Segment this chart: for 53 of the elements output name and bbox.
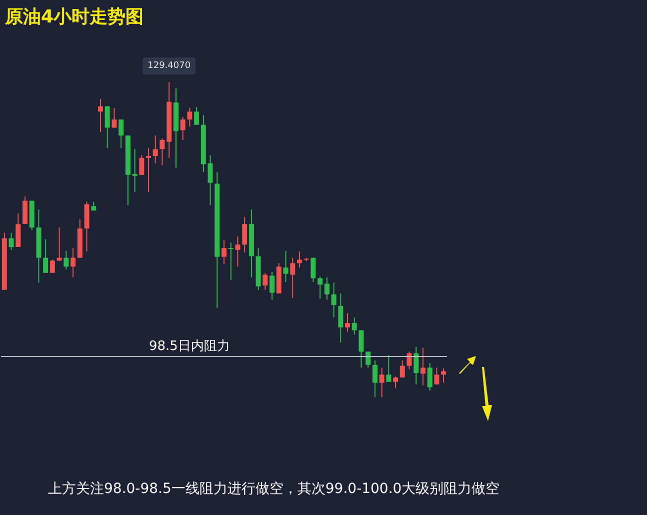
candlestick bbox=[235, 236, 240, 268]
candlestick bbox=[70, 248, 76, 278]
candlestick bbox=[16, 212, 21, 248]
candlestick bbox=[358, 330, 364, 368]
candlestick bbox=[8, 232, 14, 250]
candlestick bbox=[160, 138, 165, 166]
candlestick bbox=[283, 250, 288, 283]
candlestick bbox=[352, 317, 357, 336]
candlestick bbox=[386, 354, 392, 382]
candlestick bbox=[118, 118, 124, 149]
candlestick bbox=[318, 276, 323, 300]
candlestick bbox=[222, 240, 226, 265]
candlestick bbox=[208, 154, 213, 206]
candlestick bbox=[434, 367, 440, 385]
candlestick bbox=[372, 360, 378, 398]
candlestick bbox=[441, 368, 446, 384]
candlestick bbox=[194, 106, 200, 126]
candlestick bbox=[310, 257, 316, 283]
candlestick bbox=[98, 98, 103, 133]
candlestick bbox=[112, 107, 117, 128]
candlestick bbox=[228, 242, 234, 281]
annotation: 129.4070 bbox=[148, 61, 191, 71]
candlestick bbox=[338, 292, 344, 344]
text: 上方关注98.0-98.5一线阻力进行做空，其次99.0-100.0大级别阻力做空 bbox=[48, 481, 500, 497]
chart-title: 原油4小时走势图 bbox=[4, 6, 144, 28]
candlestick bbox=[393, 376, 398, 389]
candlestick bbox=[427, 362, 432, 392]
candlestick bbox=[152, 135, 158, 164]
candlestick bbox=[400, 360, 405, 378]
candlestick bbox=[187, 107, 192, 128]
candlestick bbox=[139, 154, 144, 176]
ref-line-label: 98.5日内阻力 bbox=[149, 339, 230, 354]
candlestick bbox=[146, 148, 152, 192]
candlestick bbox=[180, 116, 186, 140]
candlestick bbox=[262, 272, 268, 290]
candlestick bbox=[406, 351, 412, 370]
candlestick bbox=[50, 259, 55, 274]
candlestick bbox=[132, 148, 138, 192]
candlestick bbox=[379, 367, 384, 398]
candlestick bbox=[296, 250, 302, 268]
candlestick bbox=[345, 312, 350, 332]
candlestick bbox=[420, 347, 426, 386]
candlestick bbox=[22, 196, 28, 225]
candlestick bbox=[331, 282, 336, 318]
candlestick bbox=[324, 276, 330, 300]
candlestick bbox=[290, 257, 296, 299]
candlestick bbox=[414, 346, 419, 385]
candlestick bbox=[104, 106, 110, 149]
candlestick bbox=[242, 216, 248, 253]
candlestick bbox=[366, 351, 371, 368]
candlestick bbox=[64, 250, 69, 270]
candlestick bbox=[43, 238, 48, 274]
candlestick bbox=[270, 271, 275, 300]
